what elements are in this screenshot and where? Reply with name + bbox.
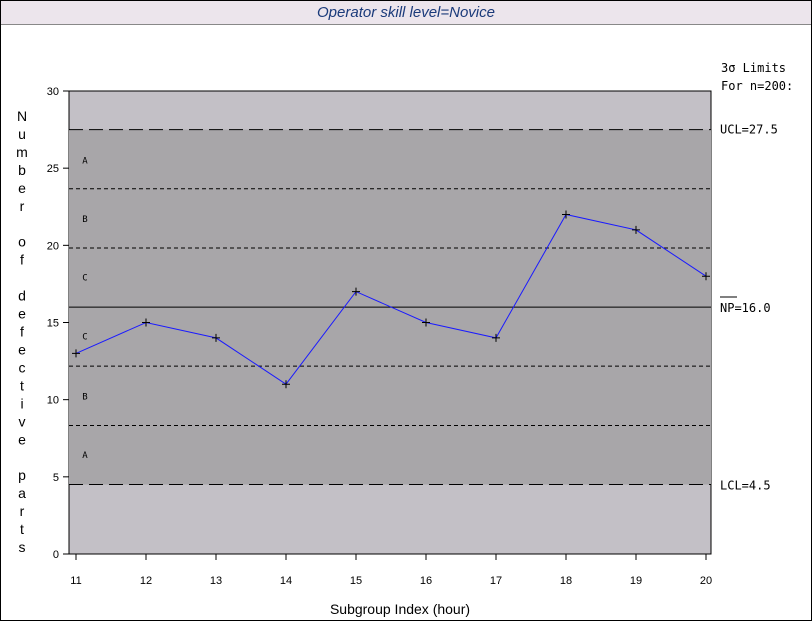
data-point [142, 318, 150, 327]
series-line [75, 213, 707, 385]
y-tick-label: 15 [47, 318, 59, 330]
x-tick-label: 16 [420, 575, 432, 587]
x-tick-label: 18 [560, 575, 572, 587]
data-point [72, 349, 80, 358]
title-bar: Operator skill level=Novice [1, 1, 811, 25]
limits-heading: 3σ Limits [721, 61, 786, 75]
zone-label: C [82, 332, 87, 342]
y-tick-label: 20 [47, 240, 59, 252]
data-point [282, 380, 290, 389]
zone-label: B [82, 393, 87, 403]
y-tick-label: 5 [53, 472, 59, 484]
chart-title: Operator skill level=Novice [317, 4, 495, 21]
data-point [212, 333, 220, 342]
x-tick-label: 13 [210, 575, 222, 587]
data-point [422, 318, 430, 327]
x-tick-label: 12 [140, 575, 152, 587]
x-tick-label: 15 [350, 575, 362, 587]
y-tick-label: 25 [47, 163, 59, 175]
ucl-label: UCL=27.5 [720, 123, 778, 137]
x-tick-label: 19 [630, 575, 642, 587]
center-label: NP=16.0 [720, 301, 771, 315]
zone-label: A [82, 156, 88, 166]
y-tick-label: 30 [47, 86, 59, 98]
data-point [702, 272, 710, 281]
data-point [352, 287, 360, 296]
limits-subheading: For n=200: [721, 79, 793, 93]
lcl-label: LCL=4.5 [720, 479, 771, 493]
y-tick-label: 10 [47, 395, 59, 407]
zone-label: C [82, 274, 87, 284]
x-tick-label: 11 [70, 575, 81, 587]
x-tick-label: 14 [280, 575, 292, 587]
data-point [562, 210, 570, 219]
x-axis-title: Subgroup Index (hour) [330, 601, 470, 617]
x-tick-label: 17 [490, 575, 502, 587]
zone-label: B [82, 215, 87, 225]
data-point [632, 225, 640, 234]
x-tick-label: 20 [700, 575, 712, 587]
zone-label: A [82, 451, 88, 461]
y-tick-label: 0 [53, 549, 59, 561]
data-point [492, 333, 500, 342]
